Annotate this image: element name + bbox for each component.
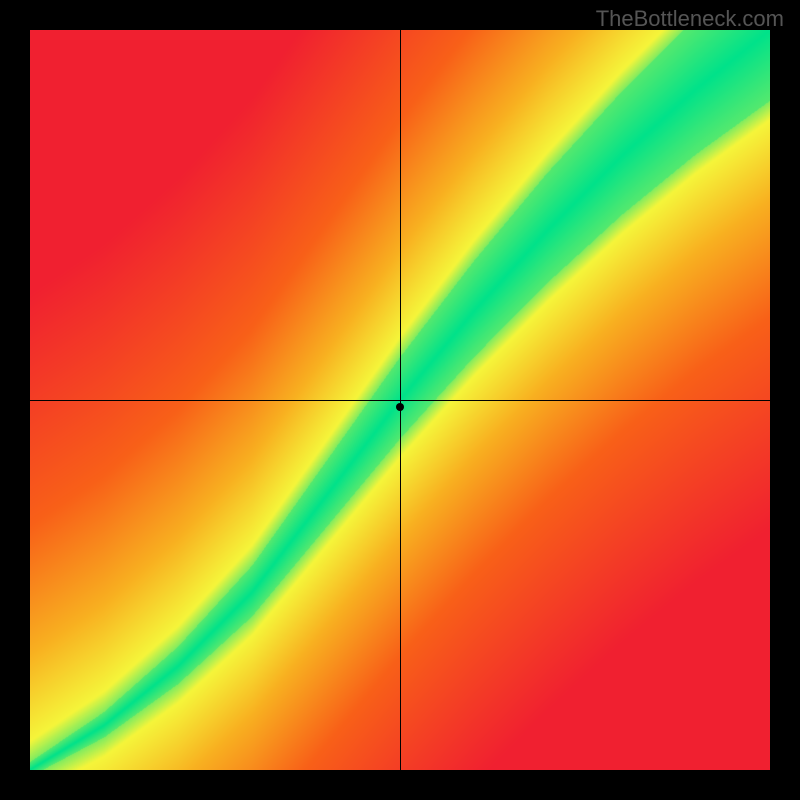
- crosshair-vertical: [400, 30, 401, 770]
- watermark-text: TheBottleneck.com: [596, 6, 784, 32]
- data-point-marker: [396, 403, 404, 411]
- bottleneck-heatmap: [30, 30, 770, 770]
